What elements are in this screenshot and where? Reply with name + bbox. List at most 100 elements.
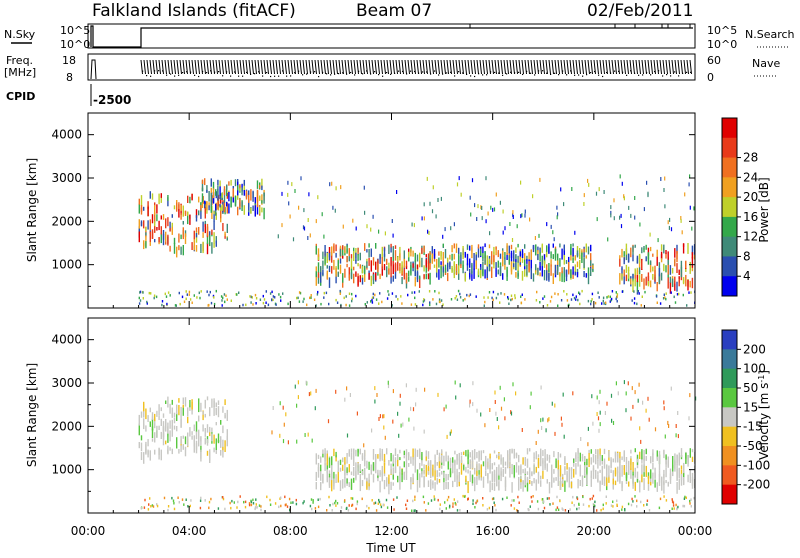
echo-cell xyxy=(687,455,689,463)
nave-dot xyxy=(322,71,324,74)
echo-cell xyxy=(224,412,226,419)
echo-cell xyxy=(174,304,177,307)
echo-cell xyxy=(649,261,652,273)
echo-cell xyxy=(465,475,467,482)
echo-cell xyxy=(232,197,234,203)
freq-trace xyxy=(90,59,692,80)
echo-cell xyxy=(289,214,291,219)
echo-cell xyxy=(366,249,368,253)
echo-cell xyxy=(193,230,195,240)
colorbar-frame xyxy=(721,329,738,505)
echo-cell xyxy=(200,290,202,293)
echo-cell xyxy=(654,472,656,480)
echo-cell xyxy=(364,303,366,306)
echo-cell xyxy=(526,259,528,264)
echo-cell xyxy=(610,393,613,398)
echo-cell xyxy=(317,262,320,274)
echo-cell xyxy=(368,249,370,258)
echo-cell xyxy=(430,470,432,475)
echo-cell xyxy=(469,470,471,476)
nave-dot xyxy=(302,74,304,76)
echo-cell xyxy=(518,479,520,491)
echo-cell xyxy=(554,403,556,408)
echo-cell xyxy=(220,214,222,223)
echo-cell xyxy=(493,462,496,466)
nave-dot xyxy=(590,72,592,74)
echo-cell xyxy=(513,507,516,510)
echo-cell xyxy=(630,449,632,454)
echo-cell xyxy=(355,449,357,457)
echo-cell xyxy=(590,300,592,303)
echo-cell xyxy=(181,295,184,299)
echo-cell xyxy=(193,424,195,432)
echo-cell xyxy=(375,454,377,464)
echo-cell xyxy=(498,480,500,491)
echo-cell xyxy=(587,273,590,285)
echo-cell xyxy=(302,225,305,230)
echo-cell xyxy=(184,397,187,407)
echo-cell xyxy=(357,449,359,457)
echo-cell xyxy=(223,201,226,213)
echo-cell xyxy=(481,216,483,221)
x-tick-label: 00:00 xyxy=(678,524,713,538)
echo-cell xyxy=(482,246,484,253)
echo-cell xyxy=(208,202,210,208)
nave-dot xyxy=(386,72,388,74)
echo-cell xyxy=(438,291,440,295)
echo-cell xyxy=(315,274,317,286)
echo-cell xyxy=(169,245,171,252)
echo-cell xyxy=(220,450,222,456)
echo-cell xyxy=(449,431,451,436)
echo-cell xyxy=(556,506,559,509)
echo-cell xyxy=(187,416,189,424)
echo-cell xyxy=(491,471,493,483)
echo-cell xyxy=(178,449,180,454)
echo-cell xyxy=(386,258,388,265)
echo-cell xyxy=(529,217,531,222)
echo-cell xyxy=(616,499,618,503)
echo-cell xyxy=(469,245,471,251)
echo-cell xyxy=(346,263,348,268)
echo-cell xyxy=(425,254,427,258)
echo-cell xyxy=(202,410,204,421)
echo-cell xyxy=(351,292,353,296)
echo-cell xyxy=(493,474,496,481)
echo-cell xyxy=(248,503,251,507)
echo-cell xyxy=(542,460,544,471)
echo-cell xyxy=(182,435,184,439)
echo-cell xyxy=(259,298,262,301)
echo-cell xyxy=(390,273,392,278)
echo-cell xyxy=(543,254,546,260)
echo-cell xyxy=(143,401,145,412)
echo-cell xyxy=(199,296,201,300)
echo-cell xyxy=(642,400,644,405)
echo-cell xyxy=(167,422,169,434)
echo-cell xyxy=(250,189,252,201)
echo-cell xyxy=(429,260,431,270)
echo-cell xyxy=(524,265,526,270)
echo-cell xyxy=(498,425,500,430)
echo-cell xyxy=(623,465,625,470)
echo-cell xyxy=(317,195,319,200)
echo-cell xyxy=(198,210,200,216)
echo-cell xyxy=(326,509,328,512)
echo-cell xyxy=(610,297,613,301)
nave-dot xyxy=(350,71,352,74)
echo-cell xyxy=(328,470,331,476)
echo-cell xyxy=(200,202,202,206)
echo-cell xyxy=(665,265,667,273)
echo-cell xyxy=(518,501,520,504)
echo-cell xyxy=(289,508,291,512)
echo-cell xyxy=(601,302,603,305)
echo-cell xyxy=(405,449,408,455)
echo-cell xyxy=(206,223,209,236)
echo-cell xyxy=(138,414,140,426)
echo-cell xyxy=(576,507,578,511)
echo-cell xyxy=(419,252,421,258)
echo-cell xyxy=(464,272,466,282)
echo-cell xyxy=(502,209,504,214)
echo-cell xyxy=(188,293,190,296)
echo-cell xyxy=(487,473,489,484)
echo-cell xyxy=(557,253,559,265)
